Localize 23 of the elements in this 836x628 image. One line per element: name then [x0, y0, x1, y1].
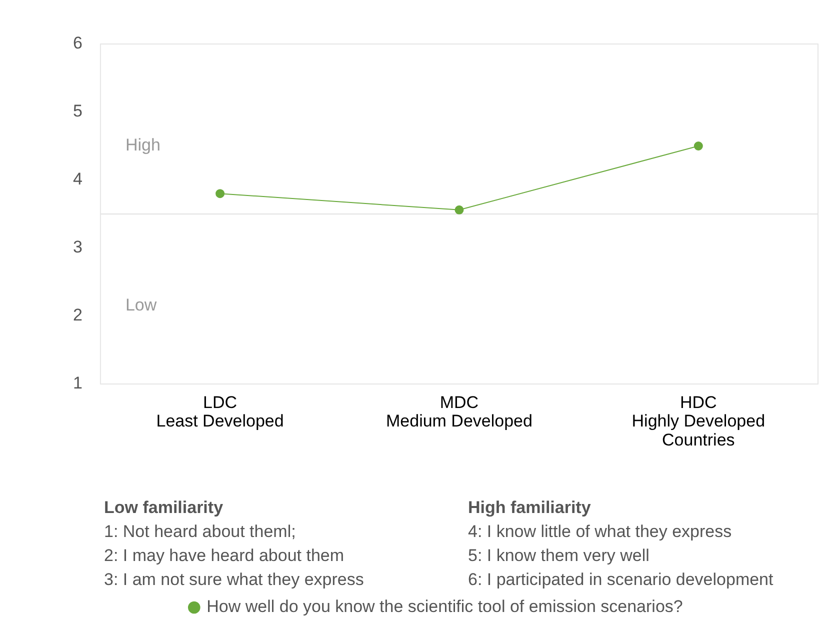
y-tick-label: 1 [72, 374, 82, 393]
x-tick-label: LDC Least Developed [156, 393, 284, 431]
legend-label: How well do you know the scientific tool of emission scenarios? [206, 597, 683, 616]
annotation: Low [125, 295, 158, 314]
y-tick-label: 6 [72, 34, 82, 53]
y-tick-label: 3 [72, 238, 82, 257]
point [454, 205, 464, 214]
text: High familiarity [468, 497, 592, 519]
text: 5: I know them very well [468, 545, 650, 567]
text: 1: Not heard about theml; [104, 521, 297, 543]
point [216, 189, 225, 198]
point [694, 142, 703, 150]
text: Low familiarity [104, 497, 224, 519]
x-tick-label: HDC Highly Developed Countries [632, 393, 766, 450]
text: 2: I may have heard about them [104, 545, 346, 567]
annotation: High [125, 136, 160, 155]
y-tick-label: 2 [72, 306, 82, 325]
y-tick-label: 5 [72, 102, 82, 121]
text: 6: I participated in scenario development [468, 569, 774, 591]
x-tick-label: MDC Medium Developed [386, 393, 532, 431]
text: 3: I am not sure what they express [104, 569, 365, 591]
y-tick-label: 4 [72, 170, 82, 189]
text: 4: I know little of what they express [468, 521, 733, 543]
